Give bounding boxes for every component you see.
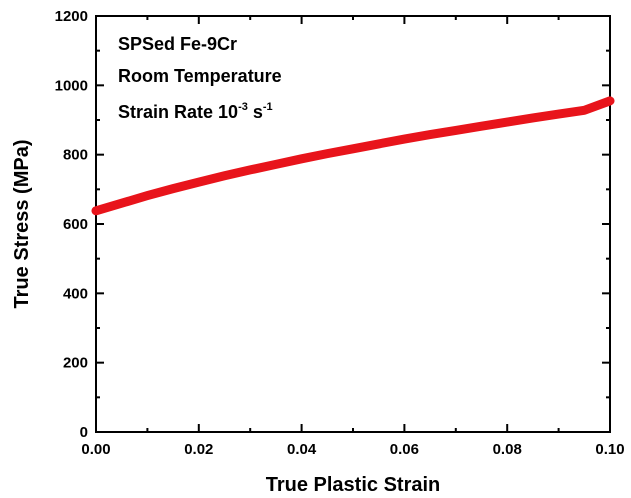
x-axis-title: True Plastic Strain <box>266 474 441 496</box>
y-tick-label: 1000 <box>55 77 88 94</box>
y-tick-label: 800 <box>63 147 88 164</box>
x-tick-label: 0.02 <box>184 441 213 458</box>
annotation-material: SPSed Fe-9Cr <box>118 34 237 54</box>
strain-rate-prefix: Strain Rate 10 <box>118 102 238 122</box>
annotation-temperature: Room Temperature <box>118 66 282 86</box>
x-tick-label: 0.00 <box>81 441 110 458</box>
strain-rate-unit: s <box>248 102 263 122</box>
strain-rate-unit-exponent: -1 <box>263 101 273 113</box>
y-tick-label: 400 <box>63 285 88 302</box>
series-layer <box>91 96 615 216</box>
stress-strain-curve <box>91 96 615 216</box>
y-tick-labels: 0 200 400 600 800 1000 1200 <box>55 8 88 441</box>
strain-rate-exponent: -3 <box>238 101 248 113</box>
y-tick-label: 600 <box>63 216 88 233</box>
y-tick-label: 1200 <box>55 8 88 25</box>
x-tick-label: 0.10 <box>595 441 624 458</box>
y-axis-title: True Stress (MPa) <box>11 140 33 309</box>
x-tick-labels: 0.00 0.02 0.04 0.06 0.08 0.10 <box>81 441 624 458</box>
axis-ticks <box>95 15 611 433</box>
x-tick-label: 0.06 <box>390 441 419 458</box>
x-tick-label: 0.04 <box>287 441 317 458</box>
y-tick-label: 200 <box>63 355 88 372</box>
y-tick-label: 0 <box>80 424 88 441</box>
x-tick-label: 0.08 <box>493 441 522 458</box>
annotation-strain-rate: Strain Rate 10-3 s-1 <box>118 101 273 122</box>
